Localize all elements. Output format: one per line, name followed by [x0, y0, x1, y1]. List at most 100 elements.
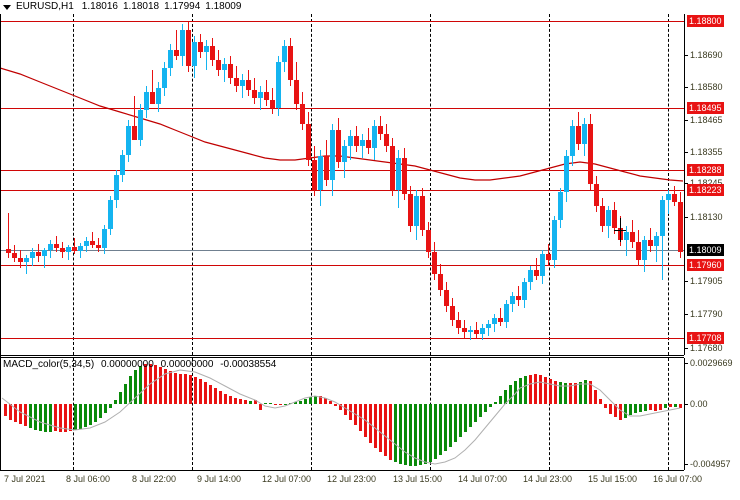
macd-bar: [164, 369, 167, 404]
price-level-tag[interactable]: 1.18288: [687, 164, 724, 176]
candle-body: [180, 30, 185, 56]
candle-wick: [656, 232, 657, 262]
macd-bar: [319, 396, 322, 404]
candle-body: [312, 160, 317, 190]
macd-bar: [74, 404, 77, 430]
candle-body: [612, 210, 617, 228]
macd-bar: [374, 404, 377, 448]
candle-body: [228, 64, 233, 78]
candle-body: [240, 80, 245, 86]
candle-body: [528, 270, 533, 282]
time-axis[interactable]: 7 Jul 2021 8 Jul 06:00 8 Jul 22:00 9 Jul 14…: [0, 471, 740, 500]
candle-body: [150, 92, 155, 104]
macd-bar: [549, 379, 552, 404]
price-axis[interactable]: 1.18800 1.18690 1.18580 1.18495 1.18465 1.183…: [684, 14, 740, 355]
candle-body: [210, 46, 215, 60]
candle-wick: [488, 320, 489, 336]
chevron-down-icon[interactable]: [3, 4, 11, 10]
price-level-line-1.18495[interactable]: [0, 108, 684, 109]
price-level-tag[interactable]: 1.18800: [687, 15, 724, 27]
price-axis-label: 1.17680: [690, 343, 723, 353]
candle-body: [504, 304, 509, 322]
price-level-line-1.18800[interactable]: [0, 21, 684, 22]
candle-body: [324, 156, 329, 180]
price-level-tag[interactable]: 1.17708: [687, 332, 724, 344]
macd-bar: [274, 404, 277, 405]
price-axis-tick: [685, 217, 688, 218]
macd-bar: [389, 404, 392, 460]
price-level-tag[interactable]: 1.18223: [687, 184, 724, 196]
macd-bar: [4, 404, 7, 416]
macd-bar: [169, 371, 172, 404]
macd-bar: [184, 374, 187, 404]
macd-bar: [539, 375, 542, 404]
candle-body: [234, 78, 239, 86]
macd-bar: [404, 404, 407, 465]
candle-body: [162, 68, 167, 88]
macd-bar: [499, 396, 502, 404]
candle-wick: [536, 258, 537, 280]
candle-wick: [134, 96, 135, 134]
macd-bar: [414, 404, 417, 466]
candle-body: [600, 206, 605, 226]
candle-body: [408, 194, 413, 226]
price-chart-pane[interactable]: [0, 14, 684, 355]
macd-axis-label: 0.0029669: [690, 358, 733, 368]
price-level-tag[interactable]: 1.18495: [687, 102, 724, 114]
price-vgridline-4: [549, 14, 550, 355]
macd-bar: [619, 404, 622, 420]
chart-header: EURUSD,H1 1.18016 1.18018 1.17994 1.1800…: [0, 0, 740, 14]
macd-bar: [424, 404, 427, 464]
macd-bar: [259, 404, 262, 410]
macd-bar: [14, 404, 17, 422]
candle-wick: [44, 248, 45, 268]
price-level-line-1.17708[interactable]: [0, 338, 684, 339]
current-price-tag[interactable]: 1.18009: [687, 244, 724, 256]
candle-body: [486, 324, 491, 328]
price-level-tag[interactable]: 1.17960: [687, 259, 724, 271]
candle-wick: [500, 308, 501, 326]
candle-body: [498, 318, 503, 322]
candle-body: [60, 248, 65, 252]
candle-body: [606, 210, 611, 226]
candle-body: [396, 158, 401, 190]
candle-wick: [206, 40, 207, 70]
candle-body: [534, 270, 539, 276]
macd-indicator-pane[interactable]: [0, 358, 684, 470]
macd-bar: [534, 374, 537, 404]
candle-body: [78, 246, 83, 251]
price-axis-tick: [685, 314, 688, 315]
candle-body: [108, 200, 113, 229]
candle-wick: [92, 232, 93, 248]
macd-bar: [344, 404, 347, 415]
candle-body: [360, 140, 365, 146]
macd-bar: [614, 404, 617, 417]
macd-bar: [559, 382, 562, 404]
candle-body: [36, 252, 41, 256]
macd-axis[interactable]: 0.0029669 0.00 -0.004957: [684, 358, 740, 470]
macd-bar: [129, 376, 132, 404]
macd-bar: [279, 404, 282, 405]
macd-bar: [634, 404, 637, 413]
macd-bar: [284, 404, 287, 405]
macd-bar: [44, 404, 47, 432]
macd-vgridline-0: [73, 358, 74, 470]
candle-body: [624, 232, 629, 240]
candle-body: [186, 30, 191, 66]
price-axis-label: 1.17790: [690, 309, 723, 319]
candle-body: [438, 274, 443, 290]
price-level-line-1.18009[interactable]: [0, 250, 684, 251]
macd-bar: [199, 379, 202, 404]
time-axis-label: 8 Jul 06:00: [66, 474, 111, 484]
price-level-line-1.17960[interactable]: [0, 265, 684, 266]
candle-body: [102, 229, 107, 248]
candle-body: [570, 126, 575, 156]
macd-bar: [574, 383, 577, 404]
price-level-line-1.18223[interactable]: [0, 190, 684, 191]
price-level-line-1.18288[interactable]: [0, 170, 684, 171]
candle-body: [24, 258, 29, 262]
time-axis-label: 12 Jul 23:00: [327, 474, 377, 484]
macd-bar: [239, 399, 242, 404]
macd-bar: [219, 391, 222, 404]
candle-body: [552, 220, 557, 260]
